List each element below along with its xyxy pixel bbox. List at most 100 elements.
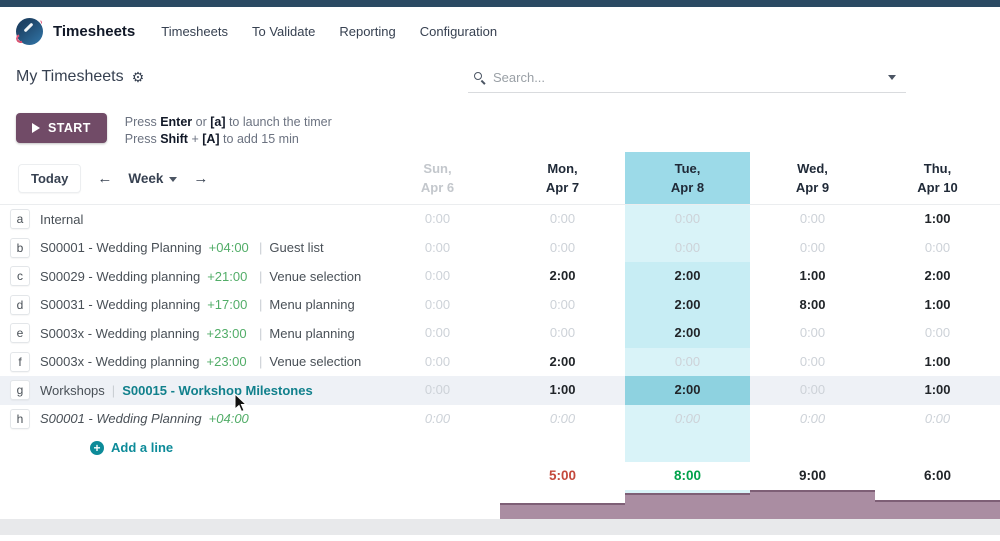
timesheet-cell[interactable]: 0:00 [799,239,826,255]
timesheet-cell[interactable]: 1:00 [549,382,576,397]
menu-item-reporting[interactable]: Reporting [339,23,396,39]
timesheet-cell[interactable]: 0:00 [799,325,826,340]
timesheet-cell[interactable]: 2:00 [625,290,750,319]
timesheet-cell[interactable]: 0:00 [625,347,750,376]
task-name: Venue selection [269,268,362,284]
start-timer-button[interactable]: START [16,113,107,143]
timesheet-cell[interactable]: 0:00 [799,382,826,397]
footer-band [0,519,1000,535]
row-description[interactable]: Internal [40,212,375,227]
search-bar[interactable] [468,63,906,93]
timesheet-cell[interactable]: 2:00 [924,268,951,283]
today-button[interactable]: Today [18,163,82,193]
search-icon [474,72,486,85]
timesheet-cell[interactable]: 0:00 [549,296,576,312]
task-link[interactable]: S00015 - Workshop Milestones [122,382,313,398]
timesheet-cell[interactable]: 0:00 [924,325,951,340]
timesheet-cell[interactable]: 0:00 [799,353,826,369]
timer-hint: Press Enter or [a] to launch the timer [124,115,332,129]
row-description[interactable]: S00029 - Wedding planning +21:00 | Venue se… [40,269,375,284]
timesheet-cell[interactable]: 0:00 [424,325,451,340]
timesheet-cell[interactable]: 0:00 [625,233,750,262]
day-header-apr-10[interactable]: Thu, Apr 10 [917,160,958,196]
allocated-hours-badge: +04:00 [208,240,249,256]
timesheet-cell[interactable]: 0:00 [625,404,750,433]
search-input[interactable] [493,70,888,85]
timesheet-cell[interactable]: 1:00 [924,353,951,369]
timesheet-cell[interactable]: 1:00 [924,382,951,397]
timesheet-cell[interactable]: 0:00 [799,410,826,426]
menu-item-timesheets[interactable]: Timesheets [161,23,228,39]
timesheet-cell[interactable]: 8:00 [799,296,826,312]
timesheet-cell[interactable]: 0:00 [799,211,826,226]
gear-icon[interactable]: ⚙ [131,68,145,85]
timesheet-row-h: h S00001 - Wedding Planning +04:00 0:00 0:00… [0,404,1000,433]
timesheet-cell[interactable]: 0:00 [549,325,576,340]
row-shortcut-key[interactable]: h [10,408,30,429]
previous-week-arrow-icon[interactable]: ← [97,169,113,187]
search-dropdown-caret-icon[interactable] [888,75,896,80]
day-header-apr-6[interactable]: Sun, Apr 6 [420,160,455,196]
allocated-hours-badge: +17:00 [207,297,248,313]
timesheets-app-icon[interactable] [14,17,43,45]
menu-item-to-validate[interactable]: To Validate [251,23,316,39]
control-panel: My Timesheets ⚙ [0,55,1000,99]
row-shortcut-key[interactable]: b [10,237,30,258]
timesheet-cell[interactable]: 1:00 [924,211,951,226]
allocated-hours-badge: +23:00 [206,354,247,370]
day-header-apr-9[interactable]: Wed, Apr 9 [795,160,830,196]
add-a-line-button[interactable]: + Add a line [90,440,375,455]
day-header-apr-7[interactable]: Mon, Apr 7 [545,160,580,196]
row-shortcut-key[interactable]: f [10,351,30,372]
timesheet-cell[interactable]: 2:00 [549,353,576,369]
timesheet-cell[interactable]: 1:00 [799,268,826,283]
timesheet-cell[interactable]: 0:00 [549,410,576,426]
project-name: S0003x - Wedding planning [40,325,200,341]
timesheet-cell[interactable]: 0:00 [424,239,451,255]
range-caret-icon [169,176,178,182]
timesheet-cell[interactable]: 0:00 [424,353,451,369]
timesheet-row-d: d S00031 - Wedding planning +17:00 | Menu pl… [0,290,1000,319]
row-description[interactable]: S0003x - Wedding planning +23:00 | Venue se… [40,354,375,369]
menu-item-configuration[interactable]: Configuration [419,23,498,39]
row-description[interactable]: Workshops | S00015 - Workshop Milestones [40,383,375,398]
row-shortcut-key[interactable]: c [10,266,30,287]
timesheet-cell[interactable]: 0:00 [625,205,750,234]
top-navbar: Timesheets Timesheets To Validate Reportin… [0,7,1000,55]
daily-total-bars [0,490,1000,519]
timesheet-cell[interactable]: 1:00 [924,296,951,312]
task-name: Venue selection [269,354,362,370]
timesheet-cell[interactable]: 2:00 [625,319,750,348]
timesheet-cell[interactable]: 0:00 [549,239,576,255]
row-description[interactable]: S00031 - Wedding planning +17:00 | Menu pla… [40,297,375,312]
row-description[interactable]: S00001 - Wedding Planning +04:00 [40,411,375,426]
next-week-arrow-icon[interactable]: → [193,169,209,187]
timesheet-cell[interactable]: 0:00 [924,239,951,255]
project-name: S00031 - Wedding planning [40,297,201,313]
allocated-hours-badge: +23:00 [206,325,247,341]
row-description[interactable]: S00001 - Wedding Planning +04:00 | Guest li… [40,240,375,255]
timesheet-cell[interactable]: 0:00 [424,296,451,312]
timesheet-row-e: e S0003x - Wedding planning +23:00 | Menu pl… [0,319,1000,348]
row-description[interactable]: S0003x - Wedding planning +23:00 | Menu pla… [40,326,375,341]
timesheet-cell[interactable]: 0:00 [424,211,451,226]
project-name: Internal [40,211,84,227]
logo-pink-accent-2 [36,18,43,26]
timesheet-cell[interactable]: 0:00 [549,211,576,226]
row-shortcut-key[interactable]: e [10,323,30,344]
day-total: 9:00 [798,468,827,483]
range-dropdown[interactable]: Week [128,171,178,186]
timesheet-cell[interactable]: 2:00 [625,376,750,405]
timesheet-cell[interactable]: 0:00 [424,382,451,397]
row-shortcut-key[interactable]: a [10,209,30,230]
timesheet-cell[interactable]: 0:00 [424,268,451,283]
separator: | [259,354,263,370]
project-name: Workshops [40,382,105,398]
day-header-apr-8[interactable]: Tue, Apr 8 [625,152,750,204]
timesheet-cell[interactable]: 0:00 [424,410,451,426]
row-shortcut-key[interactable]: g [10,380,30,401]
row-shortcut-key[interactable]: d [10,294,30,315]
timesheet-cell[interactable]: 2:00 [625,262,750,291]
timesheet-cell[interactable]: 2:00 [549,268,576,283]
timesheet-cell[interactable]: 0:00 [924,410,951,426]
